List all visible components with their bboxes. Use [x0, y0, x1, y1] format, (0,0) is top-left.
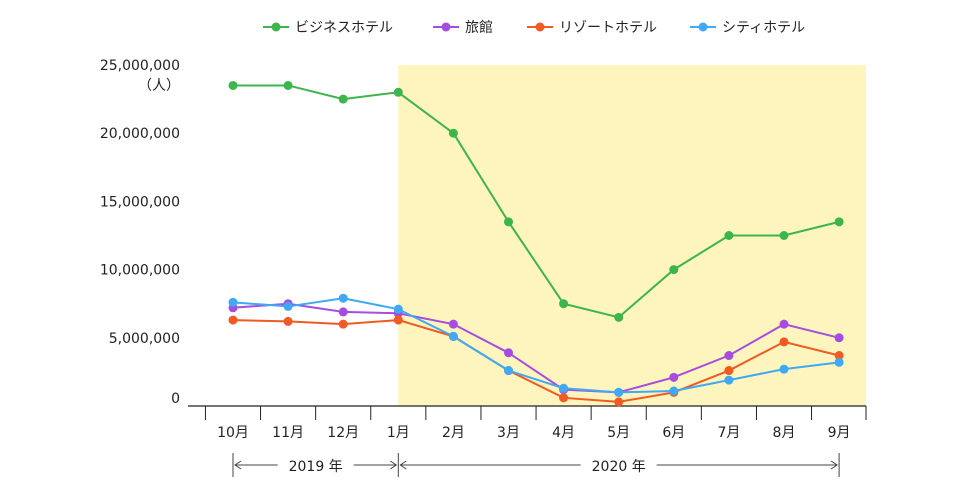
- data-point: [393, 87, 403, 97]
- data-point: [448, 128, 458, 138]
- data-point: [669, 386, 679, 396]
- y-tick-label: 0: [171, 391, 180, 407]
- data-point: [338, 319, 348, 329]
- data-point: [504, 366, 513, 376]
- legend-marker-icon: [535, 22, 545, 32]
- data-point: [393, 304, 403, 314]
- data-point: [779, 231, 789, 240]
- data-point: [724, 366, 734, 376]
- series-line-0: [233, 84, 840, 319]
- y-tick-label: 5,000,000: [109, 331, 180, 347]
- data-point: [614, 312, 624, 322]
- x-tick-label: 3月: [497, 425, 520, 441]
- arrow-head-icon: [830, 460, 839, 470]
- series-line-2: [232, 319, 840, 403]
- data-point: [779, 319, 789, 329]
- highlight-region: [398, 65, 866, 406]
- legend-marker-icon: [698, 22, 708, 32]
- data-point: [283, 80, 293, 90]
- x-tick-label: 12月: [327, 425, 359, 441]
- data-point: [669, 265, 679, 275]
- y-unit-label: （人）: [138, 78, 180, 94]
- y-tick-label: 15,000,000: [100, 194, 180, 210]
- data-point: [559, 383, 569, 393]
- legend-label: シティホテル: [722, 20, 805, 36]
- period-label-2020: 2020 年: [592, 459, 646, 475]
- y-tick-label: 20,000,000: [100, 126, 180, 142]
- legend-marker-icon: [441, 22, 451, 32]
- x-tick-label: 5月: [607, 425, 630, 441]
- data-point: [504, 217, 513, 227]
- data-point: [338, 293, 348, 303]
- legend-label: ビジネスホテル: [295, 20, 393, 36]
- data-point: [559, 299, 569, 309]
- x-tick-label: 8月: [773, 425, 796, 441]
- data-point: [834, 357, 844, 367]
- data-point: [559, 393, 569, 403]
- x-tick-label: 10月: [217, 425, 249, 441]
- period-label-2019: 2019 年: [289, 459, 343, 475]
- data-point: [283, 316, 293, 326]
- data-point: [834, 333, 844, 343]
- data-point: [448, 331, 458, 341]
- data-point: [724, 231, 734, 240]
- legend-label: リゾートホテル: [559, 20, 657, 36]
- arrow-head-icon: [399, 460, 407, 470]
- data-point: [614, 387, 624, 397]
- arrow-head-icon: [390, 460, 398, 470]
- data-point: [779, 364, 789, 374]
- y-tick-label: 25,000,000: [100, 58, 180, 74]
- x-tick-label: 4月: [552, 425, 575, 441]
- series-line-1: [232, 302, 840, 394]
- data-point: [504, 348, 513, 358]
- data-point: [834, 217, 844, 227]
- data-point: [228, 80, 238, 90]
- data-point: [834, 351, 844, 361]
- data-point: [779, 337, 789, 347]
- data-point: [724, 375, 734, 385]
- legend-marker-icon: [271, 22, 281, 32]
- data-point: [393, 315, 403, 325]
- legend-label: 旅館: [465, 19, 493, 36]
- x-tick-label: 1月: [387, 425, 410, 441]
- x-tick-label: 2月: [442, 425, 465, 441]
- data-point: [669, 372, 679, 382]
- data-point: [338, 307, 348, 317]
- x-tick-label: 7月: [717, 425, 740, 441]
- y-tick-label: 10,000,000: [100, 263, 180, 279]
- x-tick-label: 6月: [662, 425, 685, 441]
- data-point: [228, 315, 238, 325]
- data-point: [614, 397, 624, 407]
- x-tick-label: 9月: [828, 425, 851, 441]
- data-point: [228, 297, 238, 307]
- series-line-3: [232, 297, 840, 394]
- data-point: [283, 301, 293, 311]
- x-tick-label: 11月: [272, 425, 304, 441]
- arrow-head-icon: [234, 460, 242, 470]
- data-point: [448, 319, 458, 329]
- data-point: [338, 94, 348, 104]
- data-point: [724, 351, 734, 361]
